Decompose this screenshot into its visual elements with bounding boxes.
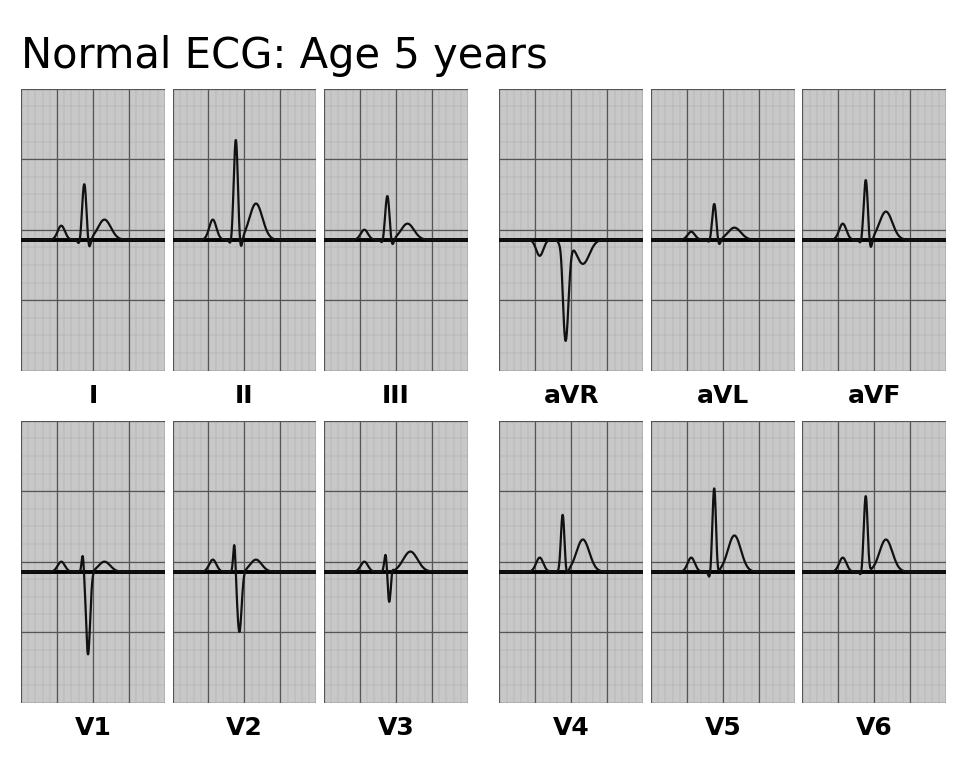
Text: aVL: aVL [696,384,748,408]
Text: V2: V2 [226,716,263,740]
Text: aVF: aVF [847,384,901,408]
Text: II: II [235,384,253,408]
Text: III: III [382,384,410,408]
Text: V5: V5 [703,716,740,740]
Text: V4: V4 [553,716,589,740]
Text: V6: V6 [855,716,892,740]
Text: V3: V3 [377,716,414,740]
Text: V1: V1 [74,716,112,740]
Text: Normal ECG: Age 5 years: Normal ECG: Age 5 years [21,35,547,76]
Text: I: I [89,384,97,408]
Text: aVR: aVR [543,384,598,408]
